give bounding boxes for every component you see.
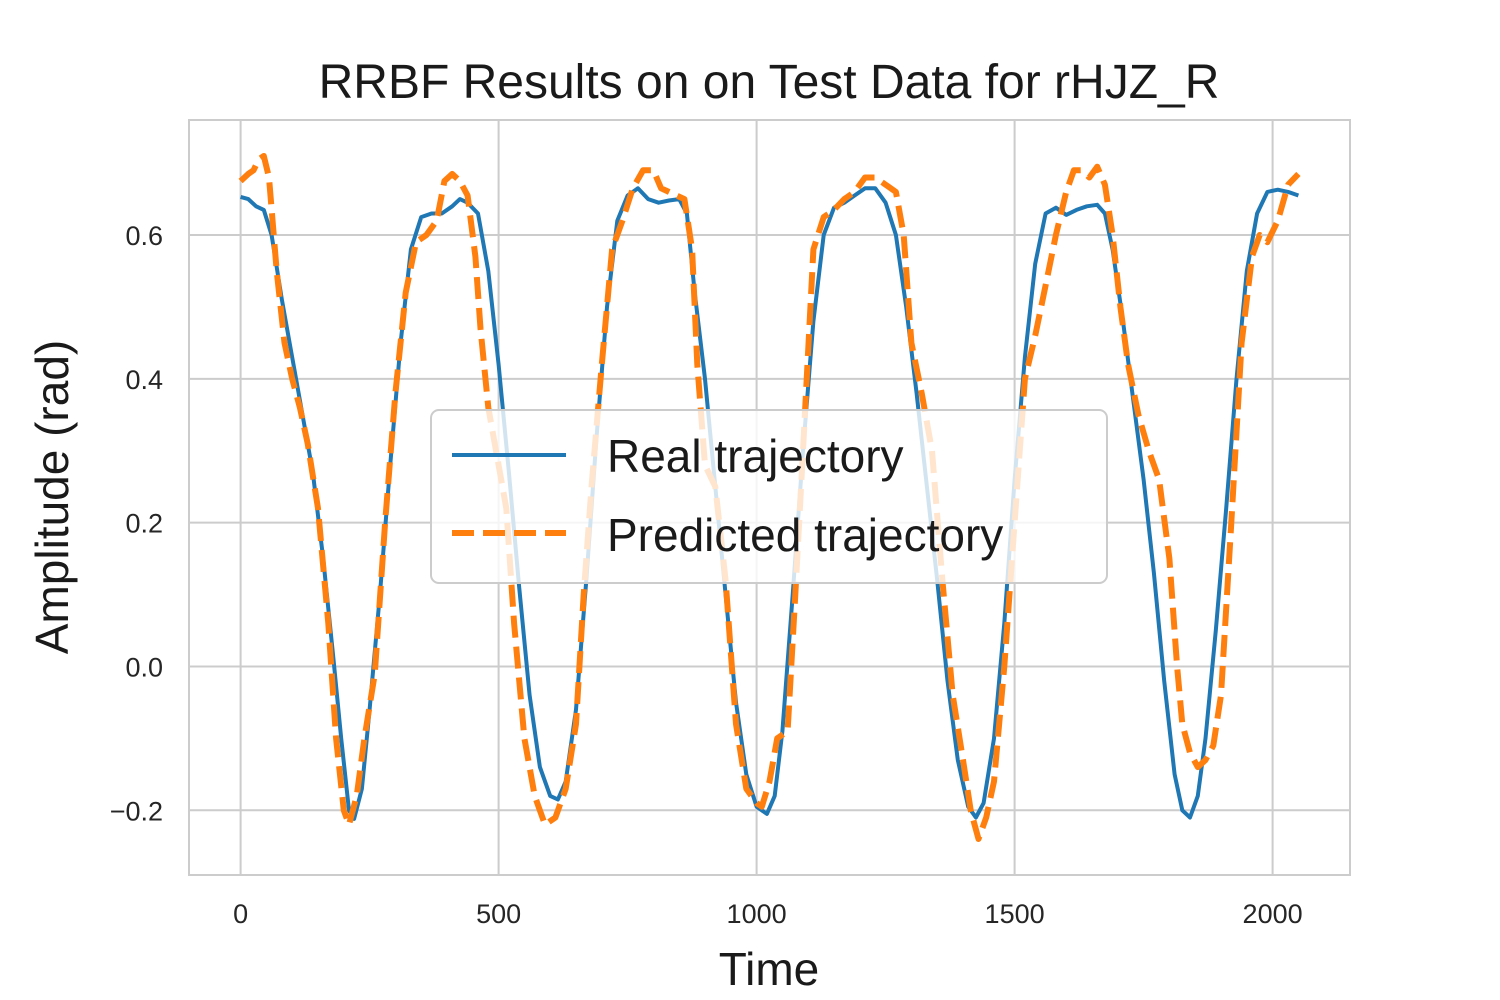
tick-labels: 0 500 1000 1500 2000 −0.2 0.0 0.2 0.4 0.6 [110,221,1303,929]
y-axis-label: Amplitude (rad) [26,340,78,654]
y-tick-label: 0.4 [125,365,163,395]
y-tick-label: 0.0 [125,652,163,682]
x-tick-label: 2000 [1243,899,1303,929]
y-tick-label: 0.2 [125,509,163,539]
legend-label-predicted: Predicted trajectory [607,509,1003,561]
series-line-predicted [238,153,1301,842]
chart-title: RRBF Results on on Test Data for rHJZ_R [319,56,1220,109]
plot-area-frame [188,119,1351,876]
y-tick-label: 0.6 [125,221,163,251]
y-tick-label: −0.2 [110,796,163,826]
legend: Real trajectory Predicted trajectory [430,409,1108,584]
legend-box [430,409,1108,584]
legend-label-real: Real trajectory [607,430,904,482]
x-tick-label: 500 [476,899,521,929]
x-tick-label: 1500 [985,899,1045,929]
series-layer [238,153,1301,842]
x-axis-label: Time [719,943,820,995]
x-tick-label: 0 [233,899,248,929]
x-tick-label: 1000 [727,899,787,929]
